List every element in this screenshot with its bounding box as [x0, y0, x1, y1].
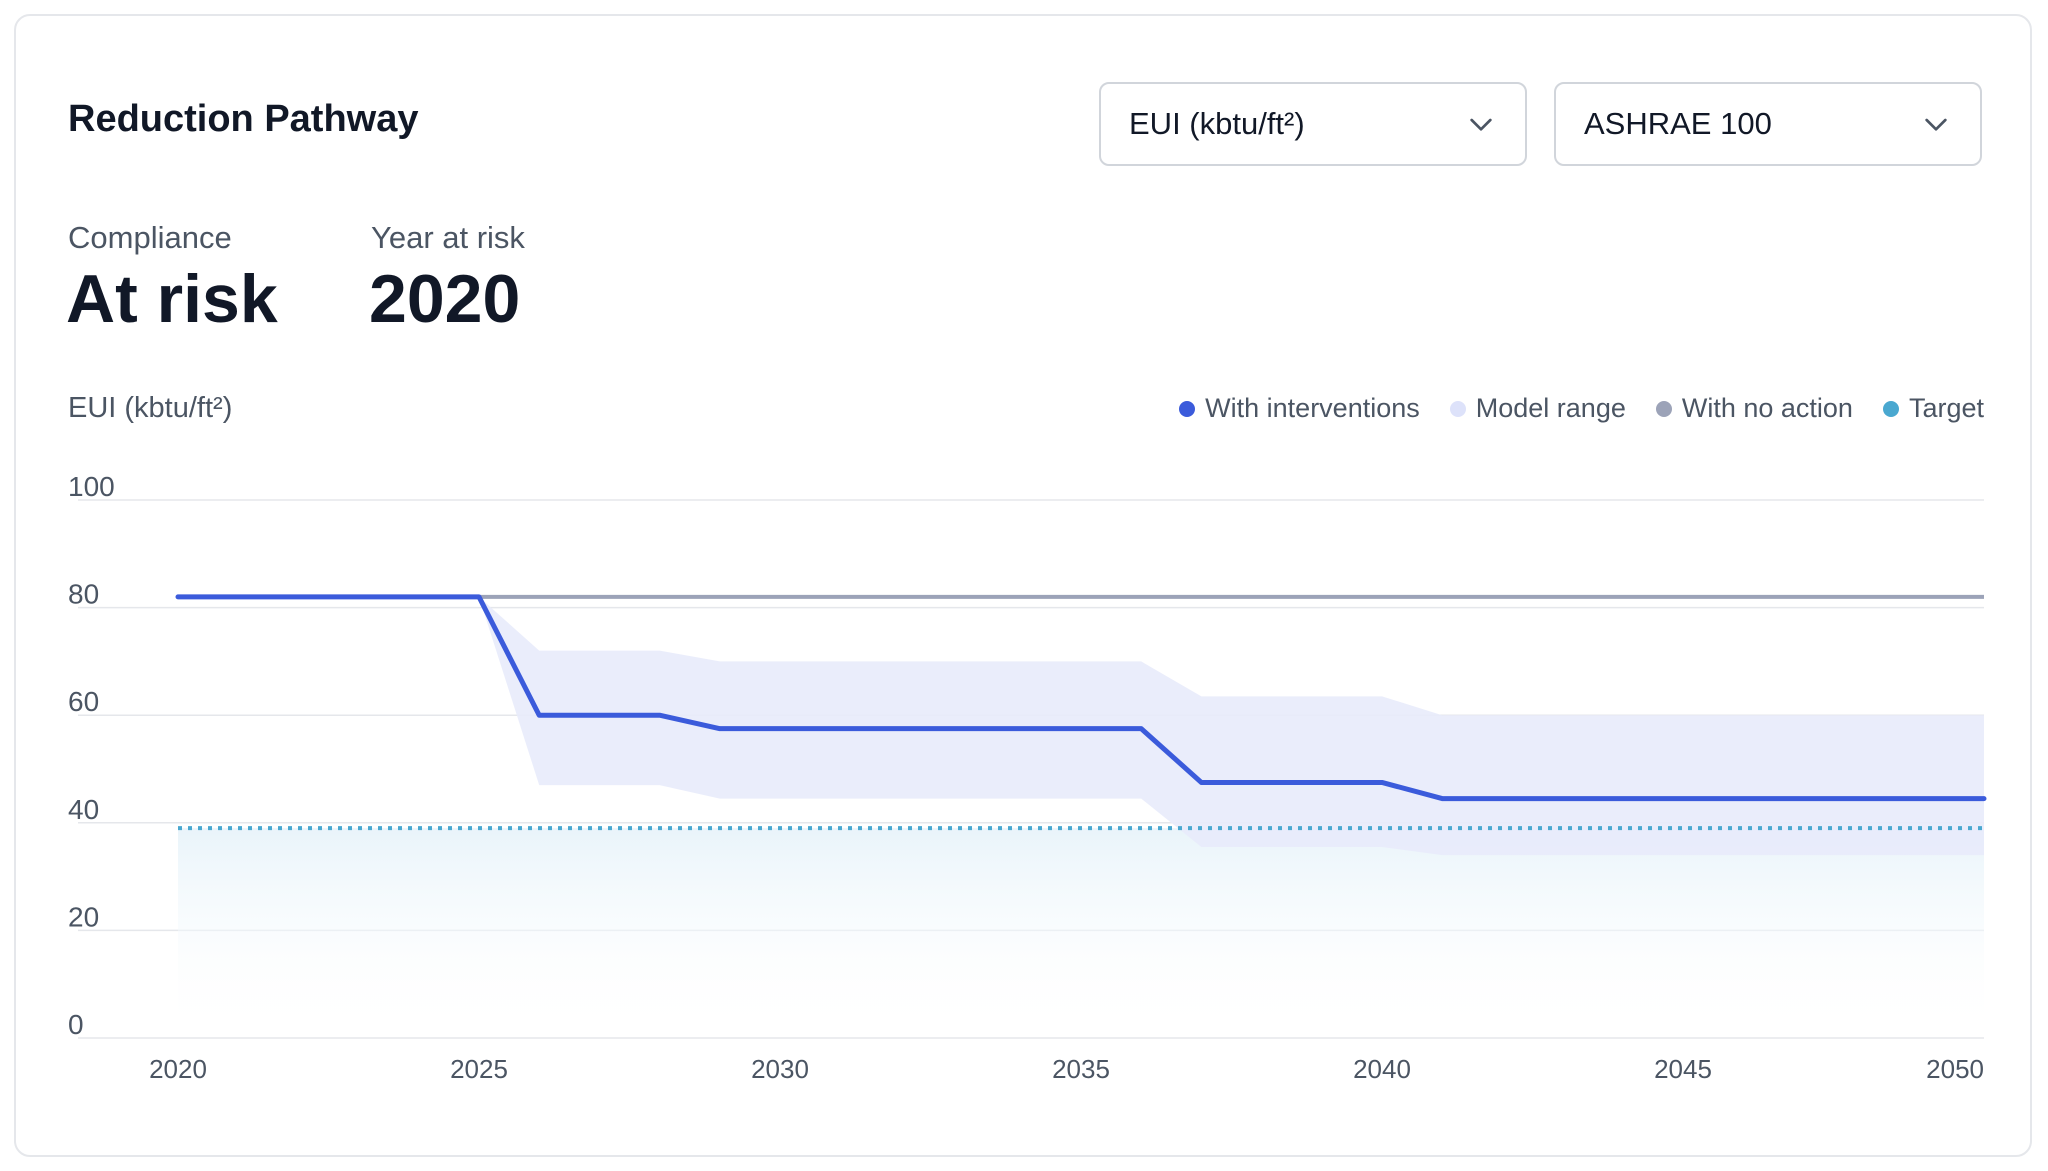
chart-legend: With interventions Model range With no a… [1179, 393, 1984, 424]
legend-label-no-action: With no action [1681, 393, 1853, 423]
x-tick-label: 2045 [1654, 1054, 1712, 1084]
legend-dot-target [1882, 400, 1899, 417]
chevron-down-icon [1925, 118, 1947, 131]
legend-dot-model-range [1449, 400, 1466, 417]
y-tick-label: 100 [68, 471, 115, 502]
y-tick-label: 60 [68, 686, 99, 717]
card-title: Reduction Pathway [68, 98, 419, 140]
legend-label-model-range: Model range [1475, 393, 1626, 423]
y-tick-label: 40 [68, 794, 99, 825]
compliance-value: At risk [66, 261, 278, 337]
compliance-label: Compliance [68, 220, 232, 255]
chevron-down-icon [1470, 118, 1492, 131]
model-range-band [479, 596, 1984, 856]
legend-item-no-action: With no action [1655, 393, 1853, 424]
reduction-pathway-card: Reduction Pathway EUI (kbtu/ft²) ASHRAE … [14, 14, 2032, 1157]
legend-dot-interventions [1179, 400, 1196, 417]
target-zone-fill [178, 828, 1984, 1038]
legend-label-target: Target [1908, 393, 1984, 423]
legend-label-interventions: With interventions [1205, 393, 1420, 423]
y-tick-label: 0 [68, 1009, 84, 1040]
metric-select[interactable]: EUI (kbtu/ft²) [1099, 82, 1527, 166]
x-tick-label: 2020 [149, 1054, 207, 1084]
x-tick-label: 2050 [1926, 1054, 1984, 1084]
x-tick-label: 2025 [450, 1054, 508, 1084]
legend-item-interventions: With interventions [1179, 393, 1420, 424]
legend-dot-no-action [1655, 400, 1672, 417]
metric-select-value: EUI (kbtu/ft²) [1129, 106, 1305, 141]
y-tick-label: 20 [68, 901, 99, 932]
y-axis-label: EUI (kbtu/ft²) [68, 392, 233, 424]
x-tick-label: 2035 [1052, 1054, 1110, 1084]
x-tick-label: 2040 [1353, 1054, 1411, 1084]
y-tick-label: 80 [68, 579, 99, 610]
standard-select-value: ASHRAE 100 [1584, 106, 1772, 141]
standard-select[interactable]: ASHRAE 100 [1554, 82, 1982, 166]
x-tick-label: 2030 [751, 1054, 809, 1084]
year-at-risk-value: 2020 [369, 261, 521, 337]
year-at-risk-label: Year at risk [371, 220, 525, 255]
legend-item-target: Target [1882, 393, 1984, 424]
interventions-line [175, 594, 1987, 802]
legend-item-model-range: Model range [1449, 393, 1626, 424]
